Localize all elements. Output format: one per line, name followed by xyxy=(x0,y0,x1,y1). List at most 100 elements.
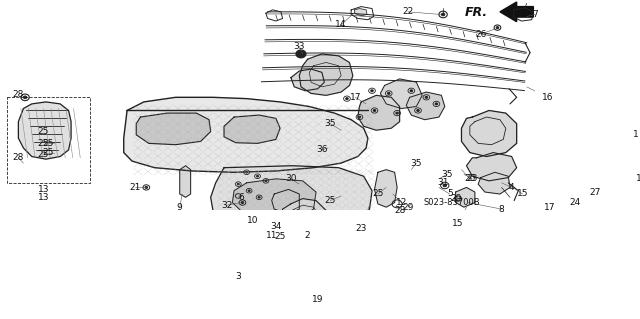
Text: 35: 35 xyxy=(324,119,336,128)
Text: 25: 25 xyxy=(43,139,54,148)
Text: FR.: FR. xyxy=(465,6,488,19)
Text: 24: 24 xyxy=(570,198,581,207)
Text: 8: 8 xyxy=(499,204,504,214)
Text: 25: 25 xyxy=(38,150,49,159)
Circle shape xyxy=(396,112,398,114)
Text: 13: 13 xyxy=(38,193,49,202)
Text: 28: 28 xyxy=(13,153,24,162)
Circle shape xyxy=(248,190,250,191)
Text: 27: 27 xyxy=(589,188,601,197)
Bar xyxy=(6,97,90,183)
Text: 21: 21 xyxy=(130,183,141,192)
Text: 7: 7 xyxy=(532,10,538,19)
Text: 14: 14 xyxy=(335,20,347,29)
Circle shape xyxy=(417,109,419,111)
Polygon shape xyxy=(478,172,510,194)
Text: 31: 31 xyxy=(437,178,449,187)
Circle shape xyxy=(24,96,27,99)
Text: 1: 1 xyxy=(632,130,638,139)
Text: 6: 6 xyxy=(238,193,244,202)
Text: 15: 15 xyxy=(516,189,528,198)
Text: 25: 25 xyxy=(324,196,336,205)
Text: 2: 2 xyxy=(305,231,310,240)
Polygon shape xyxy=(461,110,516,157)
Polygon shape xyxy=(224,115,280,143)
Text: 10: 10 xyxy=(247,216,258,225)
Text: 29: 29 xyxy=(450,194,461,203)
Circle shape xyxy=(435,103,438,105)
Circle shape xyxy=(373,109,376,111)
Polygon shape xyxy=(380,79,422,108)
Text: 19: 19 xyxy=(312,295,323,304)
Circle shape xyxy=(387,93,390,94)
Polygon shape xyxy=(124,97,368,172)
Circle shape xyxy=(575,199,579,202)
Text: 26: 26 xyxy=(475,30,486,39)
Bar xyxy=(541,143,636,208)
Circle shape xyxy=(298,52,303,56)
Circle shape xyxy=(241,202,244,204)
Text: 25: 25 xyxy=(372,189,383,198)
Polygon shape xyxy=(406,92,445,120)
Text: 12: 12 xyxy=(396,198,407,207)
Text: 20: 20 xyxy=(464,174,476,183)
Text: 25: 25 xyxy=(38,127,49,136)
Polygon shape xyxy=(374,170,397,207)
Polygon shape xyxy=(467,152,516,181)
Text: S023-83700B: S023-83700B xyxy=(423,198,480,207)
Circle shape xyxy=(496,26,499,29)
Circle shape xyxy=(265,180,267,182)
Text: 17: 17 xyxy=(349,93,361,102)
Text: 32: 32 xyxy=(221,201,233,210)
Text: 15: 15 xyxy=(452,219,464,228)
Text: 5: 5 xyxy=(447,189,452,198)
Text: 29: 29 xyxy=(403,203,413,211)
Text: 25: 25 xyxy=(43,148,54,157)
Polygon shape xyxy=(136,113,211,145)
Circle shape xyxy=(346,98,348,100)
Circle shape xyxy=(296,50,306,58)
Polygon shape xyxy=(456,188,475,207)
Circle shape xyxy=(145,186,148,189)
Circle shape xyxy=(371,90,373,92)
Text: 23: 23 xyxy=(355,224,367,234)
Circle shape xyxy=(442,13,445,16)
Polygon shape xyxy=(280,199,328,238)
Text: 35: 35 xyxy=(442,170,453,179)
Polygon shape xyxy=(358,95,399,130)
Text: 28: 28 xyxy=(13,90,24,99)
Text: 17: 17 xyxy=(545,203,556,211)
Text: 18: 18 xyxy=(636,174,640,183)
Text: 25: 25 xyxy=(38,139,49,148)
Circle shape xyxy=(258,197,260,198)
Circle shape xyxy=(276,223,279,225)
Text: 25: 25 xyxy=(275,232,285,241)
Text: 33: 33 xyxy=(294,41,305,50)
Circle shape xyxy=(237,183,239,185)
Text: 13: 13 xyxy=(38,185,49,194)
Text: 3: 3 xyxy=(236,272,241,281)
Polygon shape xyxy=(211,166,372,230)
Text: 28: 28 xyxy=(394,206,405,215)
Polygon shape xyxy=(500,2,533,22)
Polygon shape xyxy=(300,54,353,95)
Text: 30: 30 xyxy=(285,174,297,183)
Polygon shape xyxy=(180,166,191,197)
Circle shape xyxy=(443,184,447,187)
Circle shape xyxy=(257,175,259,177)
Text: 4: 4 xyxy=(509,183,515,192)
Polygon shape xyxy=(291,69,324,91)
Polygon shape xyxy=(19,102,71,159)
Text: 11: 11 xyxy=(266,231,278,240)
Circle shape xyxy=(410,90,413,92)
Polygon shape xyxy=(232,179,316,220)
Text: 36: 36 xyxy=(316,145,328,154)
Text: 35: 35 xyxy=(411,159,422,167)
Text: 34: 34 xyxy=(270,222,282,231)
Circle shape xyxy=(358,116,361,118)
Circle shape xyxy=(246,172,248,173)
Polygon shape xyxy=(355,9,367,16)
Text: 22: 22 xyxy=(403,7,413,16)
Text: 9: 9 xyxy=(177,203,182,211)
Text: 23: 23 xyxy=(467,174,478,183)
